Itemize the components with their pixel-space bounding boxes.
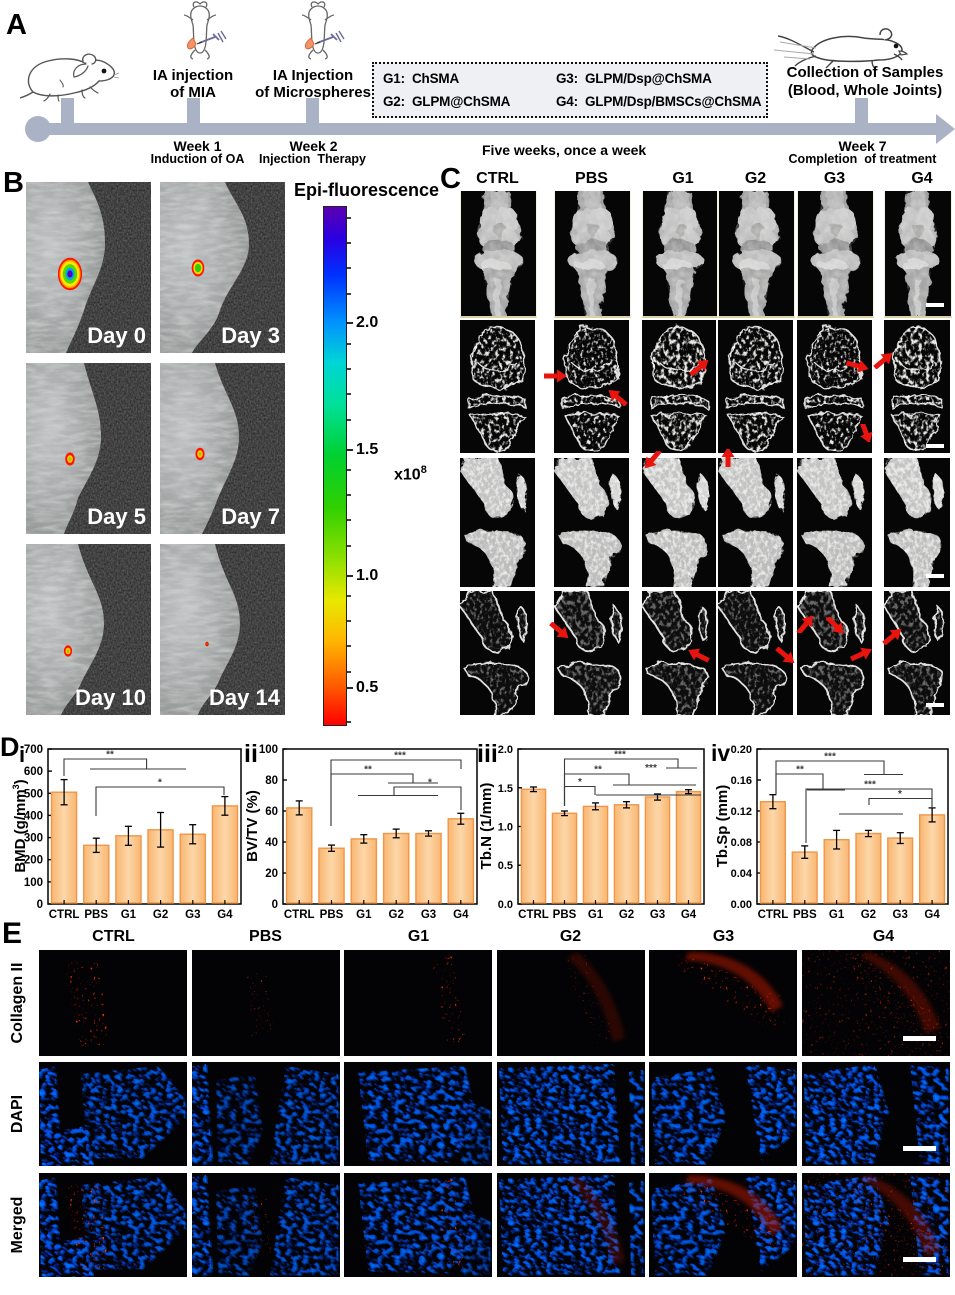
svg-text:*: * xyxy=(578,777,582,788)
svg-text:0.00: 0.00 xyxy=(731,899,752,911)
svg-text:iii: iii xyxy=(477,740,498,768)
svg-text:60: 60 xyxy=(265,806,278,818)
svg-text:0.5: 0.5 xyxy=(498,860,513,872)
svg-text:G4: G4 xyxy=(453,909,469,921)
svg-text:700: 700 xyxy=(24,744,43,756)
svg-text:0.04: 0.04 xyxy=(731,868,753,880)
svg-text:0.0: 0.0 xyxy=(498,899,513,911)
svg-text:300: 300 xyxy=(24,833,43,845)
svg-text:PBS: PBS xyxy=(320,909,344,921)
svg-text:100: 100 xyxy=(259,744,278,756)
svg-text:PBS: PBS xyxy=(553,909,577,921)
svg-text:iv: iv xyxy=(711,740,730,766)
svg-text:***: *** xyxy=(394,751,406,762)
svg-text:**: ** xyxy=(364,765,372,776)
svg-text:G1: G1 xyxy=(829,909,845,921)
svg-text:0.12: 0.12 xyxy=(731,806,752,818)
svg-text:0: 0 xyxy=(272,899,278,911)
svg-text:1.5: 1.5 xyxy=(498,783,513,795)
svg-text:G3: G3 xyxy=(185,909,200,921)
svg-text:G2: G2 xyxy=(153,909,168,921)
svg-text:*: * xyxy=(158,778,162,789)
svg-text:200: 200 xyxy=(24,855,43,867)
svg-text:***: *** xyxy=(645,763,657,774)
svg-text:G2: G2 xyxy=(861,909,876,921)
svg-text:Day 0: Day 0 xyxy=(87,323,146,348)
svg-text:***: *** xyxy=(864,780,876,791)
svg-text:G2: G2 xyxy=(619,909,634,921)
svg-text:PBS: PBS xyxy=(793,909,817,921)
svg-text:400: 400 xyxy=(24,810,43,822)
svg-text:PBS: PBS xyxy=(84,909,108,921)
svg-text:0.16: 0.16 xyxy=(731,775,752,787)
svg-text:CTRL: CTRL xyxy=(284,909,315,921)
svg-text:G3: G3 xyxy=(421,909,436,921)
svg-text:G4: G4 xyxy=(924,909,940,921)
svg-text:Day 3: Day 3 xyxy=(221,323,280,348)
svg-text:G3: G3 xyxy=(650,909,665,921)
svg-text:G3: G3 xyxy=(893,909,908,921)
svg-text:CTRL: CTRL xyxy=(758,909,789,921)
svg-text:G1: G1 xyxy=(588,909,604,921)
svg-text:i: i xyxy=(19,742,25,767)
svg-text:600: 600 xyxy=(24,766,43,778)
svg-text:ii: ii xyxy=(244,740,258,768)
svg-text:G4: G4 xyxy=(681,909,697,921)
svg-text:**: ** xyxy=(594,765,602,776)
svg-text:*: * xyxy=(898,789,902,800)
svg-text:2.0: 2.0 xyxy=(498,744,513,756)
svg-text:80: 80 xyxy=(265,775,278,787)
svg-text:Day 10: Day 10 xyxy=(75,685,146,710)
svg-text:*: * xyxy=(428,778,432,789)
svg-text:***: *** xyxy=(614,750,626,761)
svg-text:G1: G1 xyxy=(121,909,137,921)
svg-text:G2: G2 xyxy=(389,909,404,921)
svg-text:1.0: 1.0 xyxy=(498,822,513,834)
svg-text:0.08: 0.08 xyxy=(731,837,752,849)
svg-text:***: *** xyxy=(824,752,836,763)
svg-text:CTRL: CTRL xyxy=(49,909,80,921)
svg-text:G1: G1 xyxy=(356,909,372,921)
svg-text:Day 5: Day 5 xyxy=(87,504,146,529)
svg-text:**: ** xyxy=(106,750,114,761)
svg-text:40: 40 xyxy=(265,837,278,849)
svg-text:100: 100 xyxy=(24,877,43,889)
svg-text:0: 0 xyxy=(37,899,43,911)
svg-text:Day 14: Day 14 xyxy=(209,685,281,710)
svg-text:500: 500 xyxy=(24,788,43,800)
svg-text:Day 7: Day 7 xyxy=(221,504,280,529)
svg-text:20: 20 xyxy=(265,868,278,880)
svg-text:**: ** xyxy=(796,765,804,776)
svg-text:CTRL: CTRL xyxy=(518,909,549,921)
svg-text:G4: G4 xyxy=(217,909,233,921)
svg-text:0.20: 0.20 xyxy=(731,744,752,756)
